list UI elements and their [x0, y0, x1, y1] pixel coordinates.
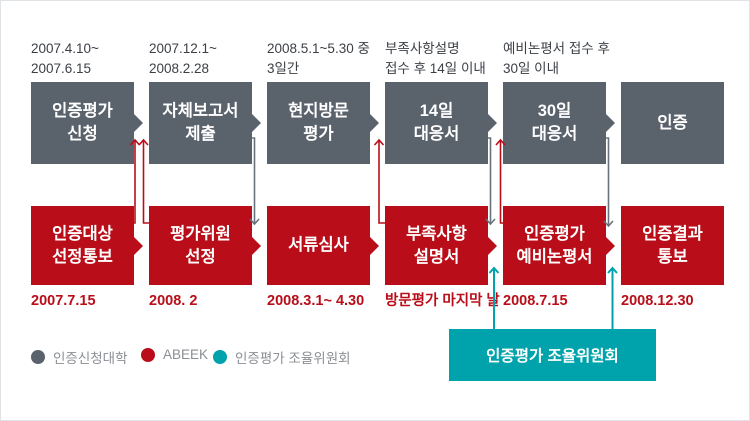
box-label: 인증결과 통보	[642, 224, 703, 266]
arrow-gray-down-5	[606, 137, 610, 226]
legend-label: ABEEK	[163, 347, 209, 362]
box-label: 부족사항 설명서	[406, 224, 467, 266]
top-date-sitevisit-period: 2008.5.1~5.30 중 3일간	[267, 41, 370, 76]
arrow-gray-down-2	[252, 137, 256, 224]
box-deficiency-statement: 부족사항 설명서	[385, 206, 497, 285]
top-date-application-period: 2007.4.10~ 2007.6.15	[31, 41, 99, 76]
bottom-date-result: 2008.12.30	[621, 293, 694, 309]
bottom-date-commentary: 2008.7.15	[503, 293, 568, 309]
box-accreditation-application: 인증평가 신청	[31, 82, 143, 164]
box-label: 현지방문 평가	[288, 102, 349, 143]
box-result-notification: 인증결과 통보	[621, 206, 724, 285]
box-preliminary-commentary: 인증평가 예비논평서	[503, 206, 615, 285]
box-document-screening: 서류심사	[267, 206, 379, 285]
box-label: 14일 대응서	[413, 102, 460, 143]
bottom-date-screening: 2008.3.1~ 4.30	[267, 293, 365, 309]
committee-label: 인증평가 조율위원회	[486, 348, 619, 365]
arrowhead-up-icon	[138, 138, 149, 146]
bottom-date-deficiency: 방문평가 마지막 날	[385, 293, 500, 309]
legend-item-university: 인증신청대학	[31, 347, 128, 367]
teal-dot-icon	[213, 350, 227, 364]
top-date-selfreport-period: 2007.12.1~ 2008.2.28	[149, 41, 217, 76]
arrowhead-up-icon	[607, 266, 618, 274]
box-label: 30일 대응서	[531, 102, 578, 143]
red-dot-icon	[141, 347, 155, 362]
arrowhead-up-icon	[488, 266, 500, 274]
bottom-date-evaluator: 2008. 2	[149, 293, 198, 309]
legend-label: 인증신청대학	[53, 351, 128, 366]
bottom-date-selection-notice: 2007.7.15	[31, 293, 96, 309]
legend: 인증신청대학 ABEEK 인증평가 조율위원회	[1, 347, 749, 366]
box-label: 평가위원 선정	[170, 224, 231, 266]
box-label: 서류심사	[288, 236, 349, 254]
box-evaluator-selection: 평가위원 선정	[149, 206, 261, 285]
box-14day-response: 14일 대응서	[385, 82, 497, 164]
box-label: 인증	[657, 113, 688, 132]
gray-dot-icon	[31, 350, 45, 364]
top-date-14day-period: 부족사항설명 접수 후 14일 이내	[385, 41, 486, 76]
box-target-selection-notice: 인증대상 선정통보	[31, 206, 143, 285]
arrowhead-up-icon	[373, 138, 385, 146]
arrow-gray-down-4	[488, 137, 492, 224]
coordination-committee-box: 인증평가 조율위원회	[449, 329, 656, 381]
box-site-visit-evaluation: 현지방문 평가	[267, 82, 379, 164]
box-label: 자체보고서 제출	[162, 102, 239, 143]
box-30day-response: 30일 대응서	[503, 82, 615, 164]
legend-item-committee: 인증평가 조율위원회	[213, 347, 351, 367]
top-date-30day-period: 예비논평서 접수 후 30일 이내	[503, 41, 610, 76]
box-accreditation: 인증	[621, 82, 724, 164]
legend-item-abeek: ABEEK	[141, 347, 208, 362]
box-label: 인증대상 선정통보	[52, 224, 113, 266]
box-self-report-submission: 자체보고서 제출	[149, 82, 261, 164]
legend-label: 인증평가 조율위원회	[235, 351, 351, 366]
box-label: 인증평가 신청	[52, 102, 113, 143]
box-label: 인증평가 예비논평서	[516, 224, 593, 266]
